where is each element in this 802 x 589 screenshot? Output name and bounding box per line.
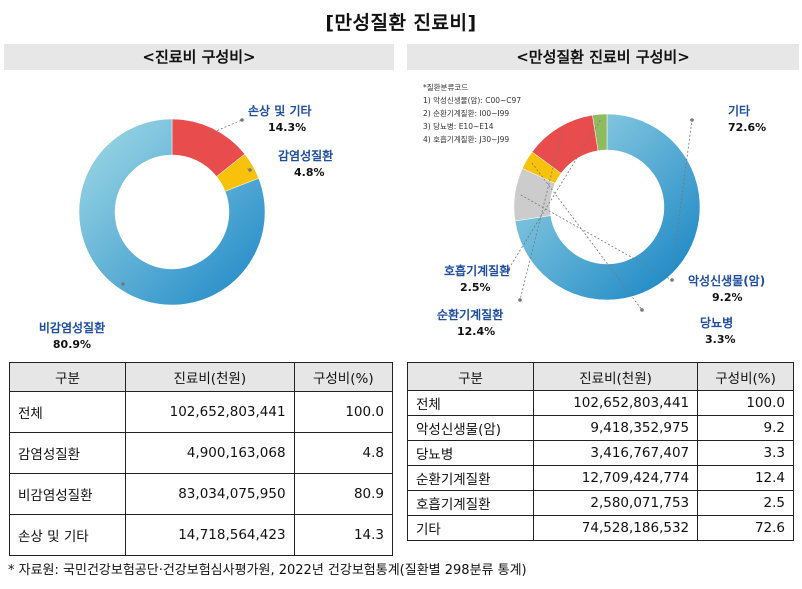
left-chart-subtitle: <진료비 구성비> (4, 44, 394, 70)
donut-slice (78, 118, 266, 306)
disease-code-legend: *질환분류코드 1) 악성신생물(암): C00~C97 2) 순환기계질환: … (423, 81, 521, 146)
row-label: 비감염성질환 (8, 473, 127, 515)
col-cost: 진료비(천원) (532, 362, 699, 391)
row-label: 손상 및 기타 (8, 514, 127, 556)
slice-value-label: 14.3% (268, 121, 306, 134)
row-label: 호흡기계질환 (407, 490, 534, 516)
code-legend-item: 3) 당뇨병: E10~E14 (423, 122, 494, 131)
leader-line (531, 162, 643, 311)
leader-line (520, 194, 673, 281)
row-share: 12.4 (697, 465, 794, 491)
col-share: 구성비(%) (293, 362, 394, 392)
slice-value-label: 80.9% (53, 338, 91, 351)
row-share: 100.0 (293, 391, 394, 433)
code-legend-title: *질환분류코드 (423, 83, 469, 92)
leader-dot (518, 298, 522, 302)
leader-dot (670, 278, 674, 282)
code-legend-item: 1) 악성신생물(암): C00~C97 (423, 96, 522, 105)
leader-line (519, 132, 563, 301)
row-label: 순환기계질환 (407, 465, 534, 491)
leader-dot (640, 308, 644, 312)
row-cost: 3,416,767,407 (532, 440, 699, 466)
left-donut-chart: 손상 및 기타 14.3% 감염성질환 4.8% 비감염성질환 80.9% (39, 103, 333, 351)
slice-value-label: 72.6% (728, 121, 766, 134)
slice-value-label: 4.8% (294, 166, 325, 179)
table-row: 순환기계질환 12,709,424,774 12.4 (407, 465, 794, 491)
data-source-note: * 자료원: 국민건강보험공단·건강보험심사평가원, 2022년 건강보험통계(… (8, 563, 527, 578)
slice-value-label: 3.3% (705, 333, 736, 346)
slice-label: 당뇨병 (700, 315, 733, 330)
row-cost: 83,034,075,950 (125, 473, 295, 515)
slice-label: 기타 (728, 103, 750, 118)
leader-dot (248, 168, 252, 172)
page-title: [만성질환 진료비] (325, 12, 477, 34)
row-share: 9.2 (697, 415, 794, 441)
row-cost: 102,652,803,441 (125, 391, 295, 433)
table-row: 전체 102,652,803,441 100.0 (8, 391, 394, 433)
table-row: 감염성질환 4,900,163,068 4.8 (8, 432, 394, 474)
row-cost: 4,900,163,068 (125, 432, 295, 474)
slice-label: 감염성질환 (278, 148, 333, 163)
row-cost: 9,418,352,975 (532, 415, 699, 441)
row-share: 4.8 (293, 432, 394, 474)
slice-value-label: 9.2% (712, 291, 743, 304)
row-label: 감염성질환 (8, 432, 127, 474)
slice-value-label: 12.4% (457, 325, 495, 338)
row-cost: 74,528,186,532 (532, 515, 699, 541)
row-cost: 102,652,803,441 (532, 390, 699, 416)
leader-dot (506, 268, 510, 272)
table-row: 호흡기계질환 2,580,071,753 2.5 (407, 490, 794, 516)
col-share: 구성비(%) (697, 362, 794, 391)
table-header-row: 구분 진료비(천원) 구성비(%) (8, 362, 394, 392)
row-share: 14.3 (293, 514, 394, 556)
code-legend-item: 4) 호흡기계질환: J30~J99 (423, 135, 510, 144)
leader-line (672, 119, 693, 264)
row-share: 72.6 (697, 515, 794, 541)
right-cost-table: 구분 진료비(천원) 구성비(%) 전체 102,652,803,441 100… (407, 362, 794, 541)
code-legend-item: 2) 순환기계질환: I00~I99 (423, 109, 510, 118)
row-label: 당뇨병 (407, 440, 534, 466)
leader-dot (240, 118, 244, 122)
table-row: 비감염성질환 83,034,075,950 80.9 (8, 473, 394, 515)
row-share: 80.9 (293, 473, 394, 515)
slice-label: 호흡기계질환 (444, 263, 510, 278)
slice-label: 순환기계질환 (437, 307, 503, 322)
right-chart-subtitle: <만성질환 진료비 구성비> (407, 44, 799, 70)
row-cost: 2,580,071,753 (532, 490, 699, 516)
col-category: 구분 (407, 362, 534, 391)
col-cost: 진료비(천원) (125, 362, 295, 392)
row-share: 2.5 (697, 490, 794, 516)
slice-label: 손상 및 기타 (248, 103, 312, 118)
slice-label: 비감염성질환 (39, 320, 105, 335)
leader-line (507, 120, 601, 271)
row-label: 전체 (407, 390, 534, 416)
leader-dot (690, 118, 694, 122)
table-row: 손상 및 기타 14,718,564,423 14.3 (8, 514, 394, 556)
donut-slice (592, 113, 608, 151)
row-cost: 14,718,564,423 (125, 514, 295, 556)
row-share: 3.3 (697, 440, 794, 466)
slice-value-label: 2.5% (460, 281, 491, 294)
col-category: 구분 (8, 362, 127, 392)
leader-dot (121, 282, 125, 286)
right-donut-chart: 기타 72.6% 악성신생물(암) 9.2% 당뇨병 3.3% 순환기계질환 12.4% 호흡기… (437, 103, 766, 346)
slice-label: 악성신생물(암) (688, 273, 765, 288)
left-cost-table: 구분 진료비(천원) 구성비(%) 전체 102,652,803,441 100… (8, 362, 394, 556)
leader-line (209, 119, 243, 135)
row-label: 전체 (8, 391, 127, 433)
table-row: 기타 74,528,186,532 72.6 (407, 515, 794, 541)
table-row: 전체 102,652,803,441 100.0 (407, 390, 794, 416)
table-header-row: 구분 진료비(천원) 구성비(%) (407, 362, 794, 391)
row-share: 100.0 (697, 390, 794, 416)
donut-slice (514, 113, 701, 301)
row-label: 기타 (407, 515, 534, 541)
table-row: 당뇨병 3,416,767,407 3.3 (407, 440, 794, 466)
row-label: 악성신생물(암) (407, 415, 534, 441)
table-row: 악성신생물(암) 9,418,352,975 9.2 (407, 415, 794, 441)
row-cost: 12,709,424,774 (532, 465, 699, 491)
